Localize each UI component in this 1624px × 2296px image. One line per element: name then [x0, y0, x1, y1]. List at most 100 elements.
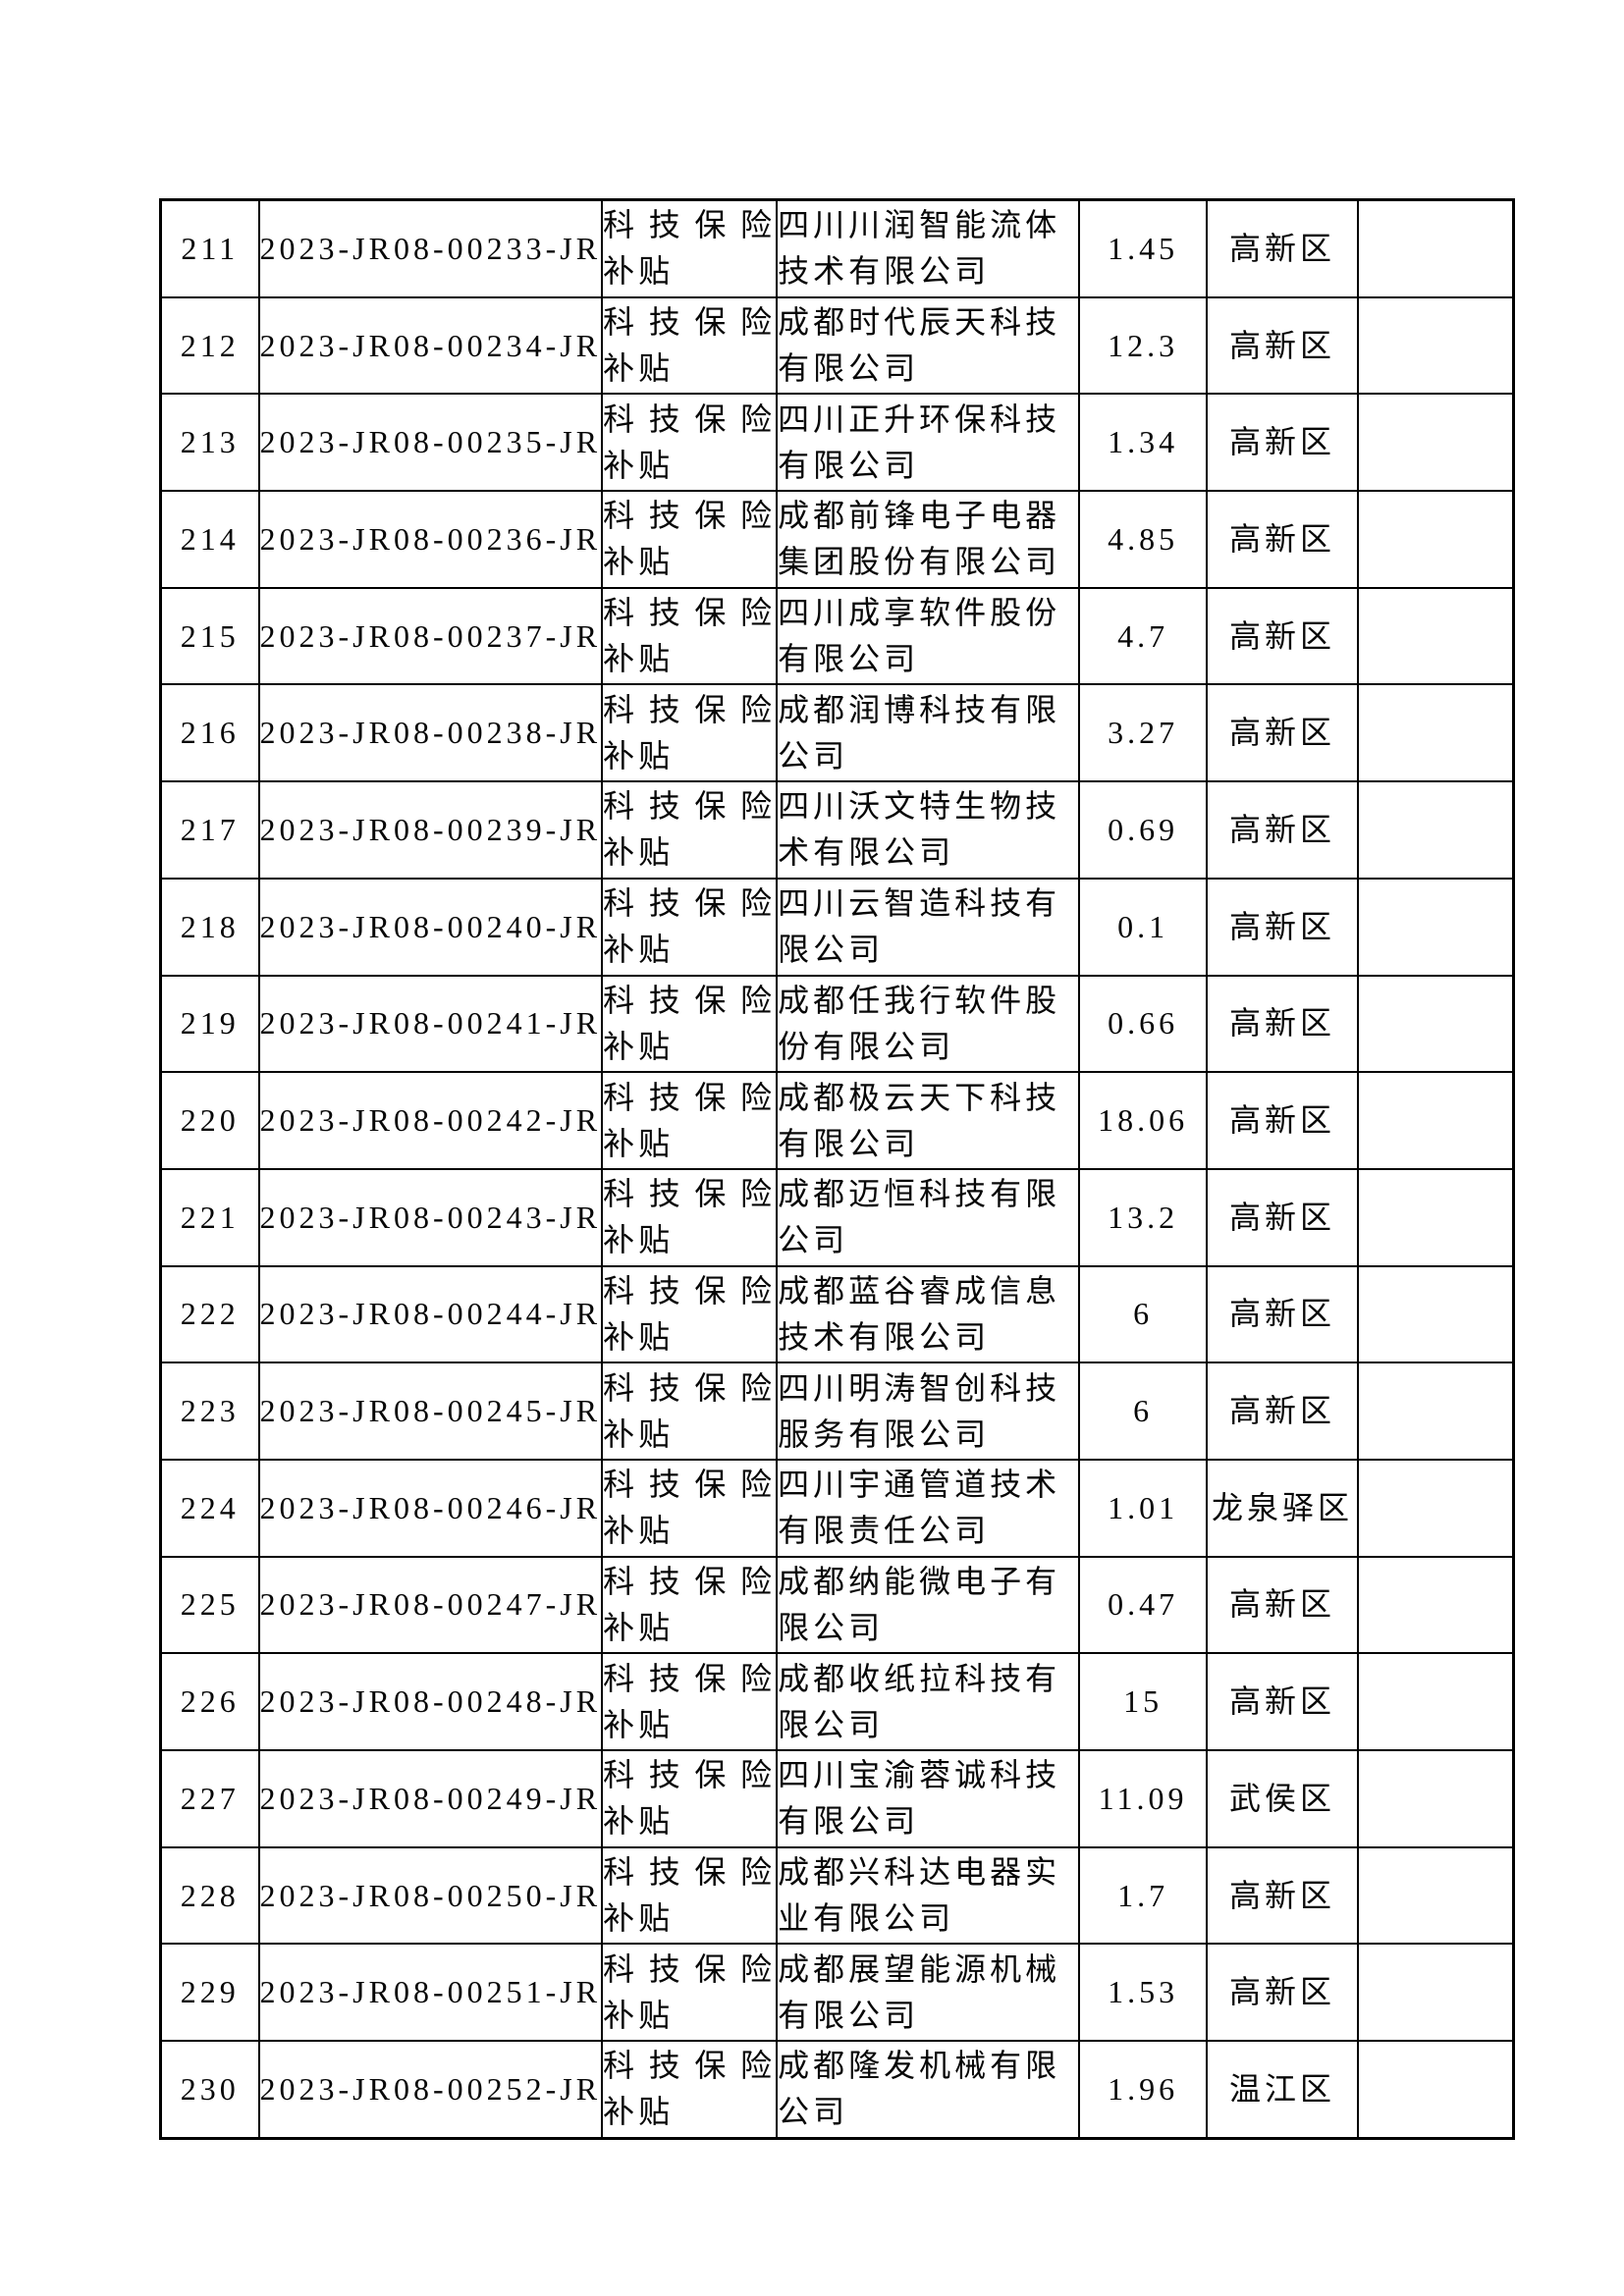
company-name-cell: 成都任我行软件股份有限公司 — [776, 974, 1081, 1074]
district-cell: 高新区 — [1206, 780, 1360, 880]
subsidy-category-cell: 科技保险补贴 — [601, 1167, 779, 1267]
row-number-cell: 230 — [159, 2040, 260, 2140]
subsidy-category-cell: 科技保险补贴 — [601, 1845, 779, 1946]
company-name-cell: 四川川润智能流体技术有限公司 — [776, 198, 1081, 298]
note-cell — [1357, 780, 1515, 880]
company-name-cell: 成都时代辰天科技有限公司 — [776, 295, 1081, 396]
row-number-cell: 229 — [159, 1943, 260, 2043]
company-name-cell: 成都极云天下科技有限公司 — [776, 1071, 1081, 1170]
note-cell — [1357, 1071, 1515, 1170]
project-code-cell: 2023-JR08-00239-JR — [257, 780, 604, 880]
table-row: 230 2023-JR08-00252-JR 科技保险补贴 成都隆发机械有限公司… — [159, 2040, 1515, 2140]
row-number-cell: 215 — [159, 586, 260, 686]
project-code-cell: 2023-JR08-00244-JR — [257, 1264, 604, 1364]
company-name-cell: 四川正升环保科技有限公司 — [776, 393, 1081, 493]
amount-cell: 3.27 — [1078, 683, 1209, 783]
amount-cell: 1.7 — [1078, 1845, 1209, 1946]
district-cell: 高新区 — [1206, 1943, 1360, 2043]
note-cell — [1357, 1458, 1515, 1558]
project-code-cell: 2023-JR08-00241-JR — [257, 974, 604, 1074]
row-number-cell: 212 — [159, 295, 260, 396]
table-row: 211 2023-JR08-00233-JR 科技保险补贴 四川川润智能流体技术… — [159, 198, 1515, 298]
table-row: 215 2023-JR08-00237-JR 科技保险补贴 四川成享软件股份有限… — [159, 586, 1515, 686]
subsidy-category-cell: 科技保险补贴 — [601, 295, 779, 396]
table-row: 219 2023-JR08-00241-JR 科技保险补贴 成都任我行软件股份有… — [159, 974, 1515, 1074]
district-cell: 高新区 — [1206, 1652, 1360, 1751]
project-code-cell: 2023-JR08-00240-JR — [257, 877, 604, 977]
subsidy-category-cell: 科技保险补贴 — [601, 1555, 779, 1655]
row-number-cell: 227 — [159, 1749, 260, 1848]
subsidy-table: 211 2023-JR08-00233-JR 科技保险补贴 四川川润智能流体技术… — [159, 198, 1515, 2140]
subsidy-category-cell: 科技保险补贴 — [601, 1071, 779, 1170]
note-cell — [1357, 586, 1515, 686]
note-cell — [1357, 877, 1515, 977]
note-cell — [1357, 1845, 1515, 1946]
subsidy-category-cell: 科技保险补贴 — [601, 1652, 779, 1751]
amount-cell: 0.69 — [1078, 780, 1209, 880]
project-code-cell: 2023-JR08-00242-JR — [257, 1071, 604, 1170]
row-number-cell: 223 — [159, 1362, 260, 1461]
amount-cell: 0.47 — [1078, 1555, 1209, 1655]
amount-cell: 12.3 — [1078, 295, 1209, 396]
row-number-cell: 226 — [159, 1652, 260, 1751]
subsidy-category-cell: 科技保险补贴 — [601, 683, 779, 783]
note-cell — [1357, 1652, 1515, 1751]
company-name-cell: 成都展望能源机械有限公司 — [776, 1943, 1081, 2043]
table-row: 225 2023-JR08-00247-JR 科技保险补贴 成都纳能微电子有限公… — [159, 1555, 1515, 1655]
project-code-cell: 2023-JR08-00234-JR — [257, 295, 604, 396]
row-number-cell: 220 — [159, 1071, 260, 1170]
district-cell: 高新区 — [1206, 393, 1360, 493]
row-number-cell: 213 — [159, 393, 260, 493]
company-name-cell: 成都收纸拉科技有限公司 — [776, 1652, 1081, 1751]
amount-cell: 1.01 — [1078, 1458, 1209, 1558]
district-cell: 高新区 — [1206, 683, 1360, 783]
district-cell: 高新区 — [1206, 295, 1360, 396]
company-name-cell: 四川云智造科技有限公司 — [776, 877, 1081, 977]
project-code-cell: 2023-JR08-00248-JR — [257, 1652, 604, 1751]
district-cell: 温江区 — [1206, 2040, 1360, 2140]
note-cell — [1357, 2040, 1515, 2140]
table-row: 216 2023-JR08-00238-JR 科技保险补贴 成都润博科技有限公司… — [159, 683, 1515, 783]
district-cell: 高新区 — [1206, 877, 1360, 977]
note-cell — [1357, 393, 1515, 493]
note-cell — [1357, 1167, 1515, 1267]
subsidy-category-cell: 科技保险补贴 — [601, 198, 779, 298]
subsidy-category-cell: 科技保险补贴 — [601, 1458, 779, 1558]
project-code-cell: 2023-JR08-00247-JR — [257, 1555, 604, 1655]
district-cell: 高新区 — [1206, 198, 1360, 298]
subsidy-category-cell: 科技保险补贴 — [601, 393, 779, 493]
district-cell: 武侯区 — [1206, 1749, 1360, 1848]
amount-cell: 18.06 — [1078, 1071, 1209, 1170]
district-cell: 高新区 — [1206, 1071, 1360, 1170]
amount-cell: 4.7 — [1078, 586, 1209, 686]
amount-cell: 0.1 — [1078, 877, 1209, 977]
company-name-cell: 四川明涛智创科技服务有限公司 — [776, 1362, 1081, 1461]
row-number-cell: 219 — [159, 974, 260, 1074]
subsidy-category-cell: 科技保险补贴 — [601, 974, 779, 1074]
row-number-cell: 228 — [159, 1845, 260, 1946]
note-cell — [1357, 1362, 1515, 1461]
project-code-cell: 2023-JR08-00245-JR — [257, 1362, 604, 1461]
row-number-cell: 225 — [159, 1555, 260, 1655]
table-body: 211 2023-JR08-00233-JR 科技保险补贴 四川川润智能流体技术… — [159, 198, 1515, 2140]
district-cell: 龙泉驿区 — [1206, 1458, 1360, 1558]
row-number-cell: 218 — [159, 877, 260, 977]
table-row: 221 2023-JR08-00243-JR 科技保险补贴 成都迈恒科技有限公司… — [159, 1167, 1515, 1267]
project-code-cell: 2023-JR08-00243-JR — [257, 1167, 604, 1267]
district-cell: 高新区 — [1206, 1264, 1360, 1364]
note-cell — [1357, 683, 1515, 783]
amount-cell: 6 — [1078, 1264, 1209, 1364]
district-cell: 高新区 — [1206, 1167, 1360, 1267]
district-cell: 高新区 — [1206, 1845, 1360, 1946]
table-row: 213 2023-JR08-00235-JR 科技保险补贴 四川正升环保科技有限… — [159, 393, 1515, 493]
table-row: 222 2023-JR08-00244-JR 科技保险补贴 成都蓝谷睿成信息技术… — [159, 1264, 1515, 1364]
amount-cell: 13.2 — [1078, 1167, 1209, 1267]
row-number-cell: 211 — [159, 198, 260, 298]
note-cell — [1357, 1264, 1515, 1364]
subsidy-category-cell: 科技保险补贴 — [601, 1264, 779, 1364]
district-cell: 高新区 — [1206, 586, 1360, 686]
table-row: 226 2023-JR08-00248-JR 科技保险补贴 成都收纸拉科技有限公… — [159, 1652, 1515, 1751]
note-cell — [1357, 1943, 1515, 2043]
project-code-cell: 2023-JR08-00238-JR — [257, 683, 604, 783]
table-row: 218 2023-JR08-00240-JR 科技保险补贴 四川云智造科技有限公… — [159, 877, 1515, 977]
